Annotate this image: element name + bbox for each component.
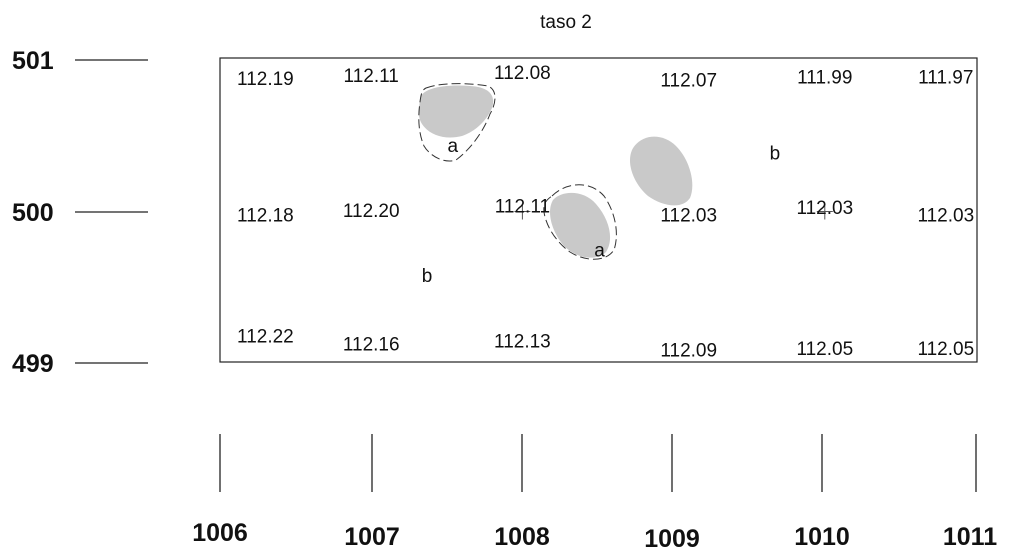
elevation-reading: 112.03 bbox=[796, 198, 853, 219]
x-axis-label-1007: 1007 bbox=[344, 523, 400, 551]
diagram-title: taso 2 bbox=[540, 12, 592, 33]
x-axis-label-1011: 1011 bbox=[943, 523, 997, 551]
elevation-reading: 112.03 bbox=[660, 206, 717, 227]
y-axis-label-500: 500 bbox=[12, 199, 54, 227]
feature-a-upper-outline bbox=[418, 83, 496, 162]
trench-outline bbox=[219, 57, 978, 363]
zone-label-a: a bbox=[448, 136, 459, 157]
feature-b-shading bbox=[629, 136, 693, 206]
elevation-reading: 112.11 bbox=[344, 66, 399, 87]
elevation-reading: 112.22 bbox=[237, 327, 294, 348]
elevation-reading: 112.16 bbox=[343, 334, 400, 355]
elevation-readings: 112.19 112.11 112.08 112.07 111.99 111.97 112.… bbox=[237, 63, 974, 361]
feature-a-lower-shading bbox=[550, 192, 611, 258]
x-axis: 1006 1007 1008 1009 1010 1011 bbox=[192, 434, 997, 553]
survey-point-cross bbox=[514, 203, 531, 220]
survey-markers bbox=[514, 203, 833, 220]
zone-label-a: a bbox=[594, 240, 605, 261]
elevation-reading: 112.05 bbox=[917, 339, 974, 360]
zone-labels: a a b b bbox=[422, 136, 780, 287]
x-axis-label-1010: 1010 bbox=[794, 523, 850, 551]
features bbox=[418, 83, 693, 260]
elevation-reading: 112.07 bbox=[660, 71, 717, 92]
elevation-reading: 112.08 bbox=[494, 63, 551, 84]
elevation-reading: 112.09 bbox=[660, 340, 717, 361]
elevation-reading: 112.11 bbox=[495, 196, 550, 217]
feature-a-upper-shading bbox=[418, 85, 494, 138]
elevation-reading: 112.19 bbox=[237, 69, 294, 90]
x-axis-label-1006: 1006 bbox=[192, 519, 248, 547]
elevation-reading: 112.13 bbox=[494, 331, 551, 352]
elevation-reading: 112.18 bbox=[237, 206, 294, 227]
y-axis-label-501: 501 bbox=[12, 47, 54, 75]
elevation-reading: 112.03 bbox=[917, 206, 974, 227]
elevation-reading: 111.97 bbox=[918, 68, 973, 89]
zone-label-b: b bbox=[770, 143, 781, 164]
feature-a-lower-outline bbox=[543, 184, 617, 260]
x-axis-label-1008: 1008 bbox=[494, 523, 550, 551]
elevation-reading: 112.20 bbox=[343, 201, 400, 222]
elevation-reading: 111.99 bbox=[797, 68, 852, 89]
survey-point-cross bbox=[816, 203, 833, 220]
y-axis: 501 500 499 bbox=[12, 47, 148, 378]
elevation-reading: 112.05 bbox=[796, 339, 853, 360]
y-axis-label-499: 499 bbox=[12, 350, 54, 378]
zone-label-b: b bbox=[422, 266, 433, 287]
x-axis-label-1009: 1009 bbox=[644, 525, 700, 553]
